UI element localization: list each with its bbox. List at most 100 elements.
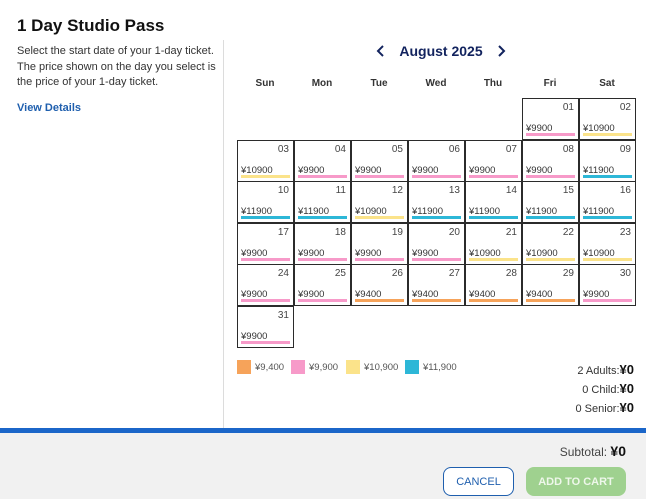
calendar-day-22[interactable]: 22 ¥10900: [522, 222, 579, 265]
calendar-day-04[interactable]: 04 ¥9900: [294, 139, 351, 182]
day-number: 05: [391, 143, 403, 155]
day-price: ¥10900: [355, 206, 387, 217]
calendar-day-19[interactable]: 19 ¥9900: [351, 222, 408, 265]
senior-line: 0 Senior:¥0: [576, 399, 635, 418]
calendar-day-30[interactable]: 30 ¥9900: [579, 264, 636, 306]
legend-label: ¥10,900: [364, 361, 399, 373]
day-price: ¥9900: [298, 164, 325, 176]
day-number: 04: [334, 143, 346, 155]
price-tier-bar: [298, 174, 347, 178]
price-tier-bar: [583, 257, 632, 261]
price-tier-bar: [355, 299, 404, 302]
day-price: ¥11900: [298, 206, 329, 217]
day-number: 15: [562, 185, 574, 196]
price-tier-bar: [241, 174, 290, 178]
guest-price-summary: 2 Adults:¥0 0 Child:¥0 0 Senior:¥0: [576, 361, 635, 418]
calendar-day-23[interactable]: 23 ¥10900: [579, 222, 636, 265]
child-label: 0 Child:: [582, 384, 620, 396]
price-tier-bar: [355, 257, 404, 261]
weekday-label-mon: Mon: [311, 78, 333, 89]
weekday-label-sun: Sun: [255, 78, 275, 89]
weekday-label-fri: Fri: [543, 78, 557, 89]
chevron-right-icon[interactable]: [494, 40, 508, 62]
calendar-day-05[interactable]: 05 ¥9900: [351, 139, 408, 182]
subtotal-label: Subtotal:: [559, 445, 608, 459]
calendar-day-27[interactable]: 27 ¥9400: [408, 264, 465, 306]
calendar-day-24[interactable]: 24 ¥9900: [237, 264, 294, 306]
price-tier-bar: [412, 174, 461, 178]
legend-swatch: [405, 360, 419, 374]
adults-line: 2 Adults:¥0: [576, 361, 634, 380]
cancel-button[interactable]: CANCEL: [443, 467, 514, 496]
calendar-day-26[interactable]: 26 ¥9400: [351, 264, 408, 306]
day-price: ¥9400: [469, 289, 496, 300]
calendar-day-07[interactable]: 07 ¥9900: [465, 139, 522, 182]
day-price: ¥9900: [526, 164, 553, 176]
price-tier-bar: [469, 216, 518, 219]
day-number: 31: [277, 309, 289, 321]
day-number: 16: [619, 185, 631, 196]
calendar-day-10[interactable]: 10 ¥11900: [237, 181, 294, 223]
adults-label: 2 Adults:: [577, 365, 620, 377]
day-number: 30: [619, 268, 631, 279]
calendar-day-02[interactable]: 02 ¥10900: [579, 98, 636, 140]
weekday-label-wed: Wed: [425, 78, 447, 89]
price-tier-bar: [241, 299, 290, 302]
weekday-label-sat: Sat: [599, 78, 615, 89]
day-price: ¥9900: [583, 289, 610, 300]
calendar-day-21[interactable]: 21 ¥10900: [465, 222, 522, 265]
calendar-day-28[interactable]: 28 ¥9400: [465, 264, 522, 306]
price-tier-bar: [469, 299, 518, 302]
day-number: 10: [277, 185, 289, 196]
legend-item: ¥11,900: [405, 360, 457, 374]
calendar-day-01[interactable]: 01 ¥9900: [522, 98, 579, 140]
calendar-day-08[interactable]: 08 ¥9900: [522, 139, 579, 182]
calendar-day-11[interactable]: 11 ¥11900: [294, 181, 351, 223]
price-tier-bar: [241, 257, 290, 261]
legend-swatch: [291, 360, 305, 374]
calendar-day-09[interactable]: 09 ¥11900: [579, 139, 636, 182]
senior-label: 0 Senior:: [575, 403, 620, 415]
calendar-day-20[interactable]: 20 ¥9900: [408, 222, 465, 265]
legend-label: ¥9,900: [309, 361, 339, 373]
day-price: ¥9900: [355, 247, 382, 259]
price-tier-bar: [583, 174, 632, 178]
day-price: ¥10900: [526, 247, 558, 259]
chevron-left-icon[interactable]: [374, 40, 388, 62]
calendar-day-31[interactable]: 31 ¥9900: [237, 305, 294, 348]
calendar-day-14[interactable]: 14 ¥11900: [465, 181, 522, 223]
price-tier-bar: [241, 340, 290, 344]
calendar-day-03[interactable]: 03 ¥10900: [237, 139, 294, 182]
price-tier-bar: [469, 174, 518, 178]
price-tier-bar: [355, 216, 404, 219]
view-details-link[interactable]: View Details: [17, 102, 81, 114]
calendar-day-15[interactable]: 15 ¥11900: [522, 181, 579, 223]
day-number: 25: [334, 268, 346, 279]
day-number: 07: [505, 143, 517, 155]
day-number: 19: [391, 226, 403, 238]
calendar-day-16[interactable]: 16 ¥11900: [579, 181, 636, 223]
price-tier-bar: [412, 299, 461, 302]
day-price: ¥9900: [241, 330, 268, 342]
add-to-cart-button[interactable]: ADD TO CART: [526, 467, 626, 496]
calendar-day-17[interactable]: 17 ¥9900: [237, 222, 294, 265]
day-price: ¥11900: [526, 206, 557, 217]
calendar-day-13[interactable]: 13 ¥11900: [408, 181, 465, 223]
calendar-day-25[interactable]: 25 ¥9900: [294, 264, 351, 306]
calendar-day-12[interactable]: 12 ¥10900: [351, 181, 408, 223]
calendar-day-29[interactable]: 29 ¥9400: [522, 264, 579, 306]
day-number: 01: [562, 102, 574, 113]
price-tier-bar: [526, 174, 575, 178]
calendar-day-18[interactable]: 18 ¥9900: [294, 222, 351, 265]
day-price: ¥11900: [469, 206, 500, 217]
day-price: ¥9900: [355, 164, 382, 176]
price-tier-bar: [298, 257, 347, 261]
panel-divider: [223, 40, 224, 428]
day-price: ¥9900: [241, 289, 268, 300]
day-price: ¥10900: [469, 247, 501, 259]
day-price: ¥11900: [241, 206, 272, 217]
price-tier-bar: [583, 216, 632, 219]
day-number: 24: [277, 268, 289, 279]
price-tier-bar: [583, 299, 632, 302]
calendar-day-06[interactable]: 06 ¥9900: [408, 139, 465, 182]
